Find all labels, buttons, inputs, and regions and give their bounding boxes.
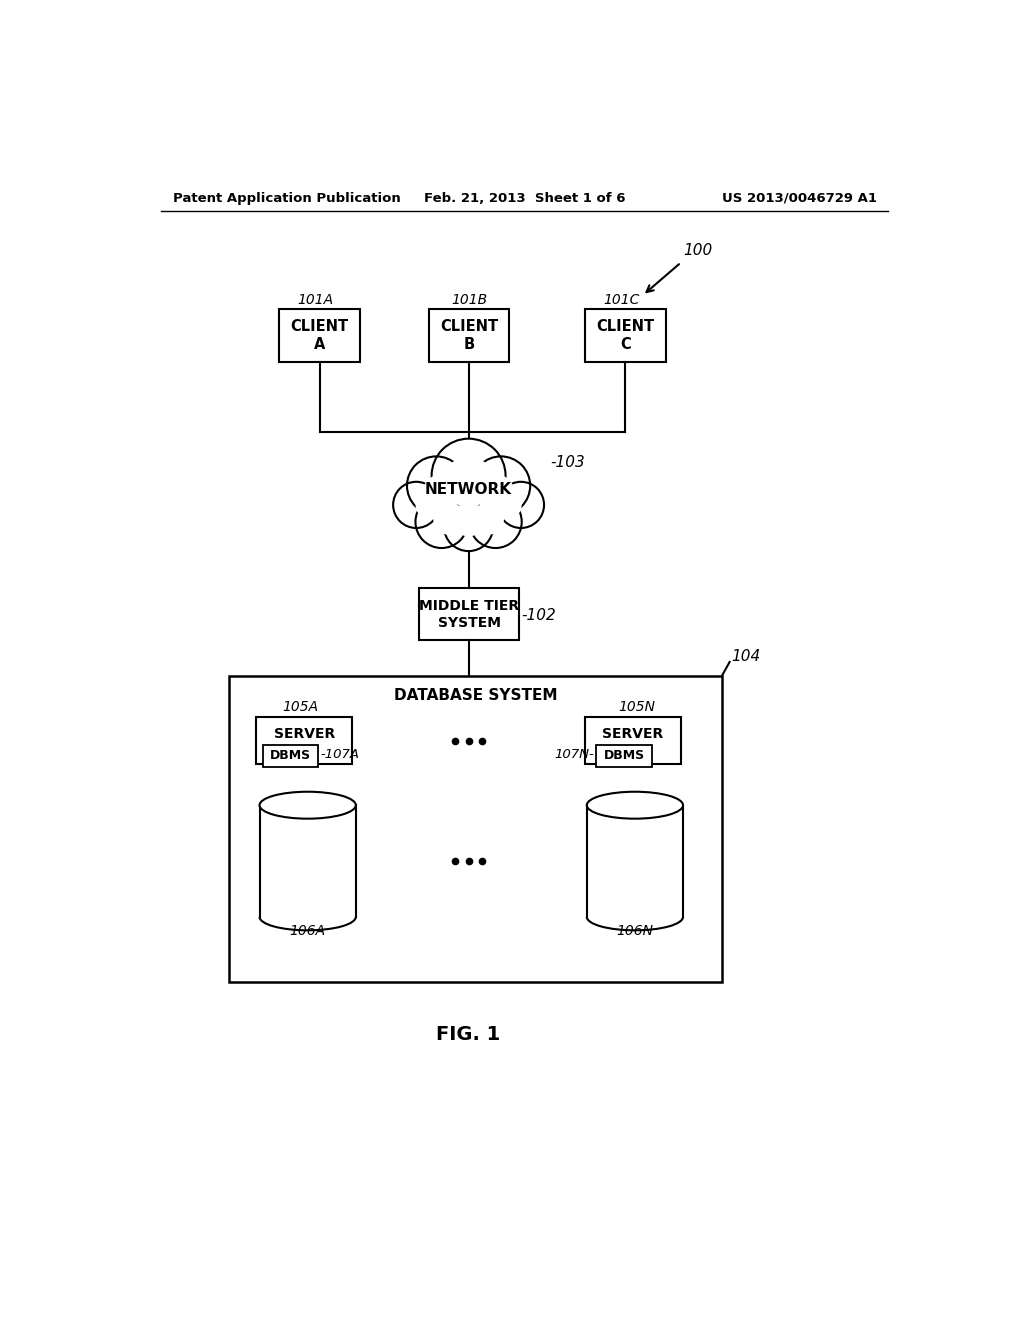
- Bar: [429, 309, 509, 362]
- Circle shape: [393, 482, 439, 528]
- Text: Patent Application Publication: Patent Application Publication: [173, 191, 400, 205]
- Text: Feb. 21, 2013  Sheet 1 of 6: Feb. 21, 2013 Sheet 1 of 6: [424, 191, 626, 205]
- Circle shape: [494, 491, 521, 519]
- Text: MIDDLE TIER
SYSTEM: MIDDLE TIER SYSTEM: [419, 598, 519, 630]
- Text: US 2013/0046729 A1: US 2013/0046729 A1: [723, 191, 878, 205]
- Bar: [263, 744, 318, 767]
- Text: -102: -102: [521, 609, 556, 623]
- Circle shape: [444, 502, 494, 552]
- Bar: [419, 589, 519, 640]
- Text: 105A: 105A: [283, 700, 318, 714]
- Text: 101A: 101A: [298, 293, 334, 308]
- Circle shape: [407, 457, 466, 515]
- Circle shape: [444, 457, 494, 507]
- Text: 107N-: 107N-: [554, 748, 594, 760]
- Text: DBMS: DBMS: [270, 750, 311, 763]
- Circle shape: [423, 475, 460, 512]
- Bar: [259, 805, 355, 917]
- Circle shape: [498, 482, 544, 528]
- Circle shape: [434, 503, 465, 535]
- Bar: [585, 718, 681, 763]
- Text: SERVER: SERVER: [273, 727, 335, 742]
- Text: -103: -103: [550, 455, 585, 470]
- Circle shape: [432, 438, 506, 512]
- Bar: [280, 309, 360, 362]
- Text: 104: 104: [731, 649, 761, 664]
- Text: 105N: 105N: [618, 700, 655, 714]
- Text: CLIENT
B: CLIENT B: [440, 318, 498, 352]
- Text: DATABASE SYSTEM: DATABASE SYSTEM: [394, 688, 557, 702]
- Text: 106N: 106N: [616, 924, 653, 937]
- Bar: [256, 718, 352, 763]
- Ellipse shape: [259, 792, 355, 818]
- Text: NETWORK: NETWORK: [425, 482, 512, 498]
- Circle shape: [416, 491, 444, 519]
- Circle shape: [472, 457, 530, 515]
- Text: 106A: 106A: [290, 924, 326, 937]
- Circle shape: [454, 506, 484, 536]
- Bar: [229, 676, 722, 982]
- Circle shape: [469, 496, 521, 548]
- Circle shape: [416, 496, 468, 548]
- Bar: [585, 309, 666, 362]
- Circle shape: [472, 503, 503, 535]
- Text: FIG. 1: FIG. 1: [436, 1026, 501, 1044]
- Text: 100: 100: [683, 243, 713, 259]
- Text: DBMS: DBMS: [603, 750, 645, 763]
- Text: CLIENT
A: CLIENT A: [291, 318, 348, 352]
- Text: -107A: -107A: [321, 748, 359, 760]
- Text: CLIENT
C: CLIENT C: [596, 318, 654, 352]
- Text: SERVER: SERVER: [602, 727, 664, 742]
- Bar: [596, 744, 652, 767]
- Text: 101B: 101B: [451, 293, 487, 308]
- Circle shape: [477, 475, 514, 512]
- Text: 101C: 101C: [603, 293, 640, 308]
- Bar: [587, 805, 683, 917]
- Ellipse shape: [587, 792, 683, 818]
